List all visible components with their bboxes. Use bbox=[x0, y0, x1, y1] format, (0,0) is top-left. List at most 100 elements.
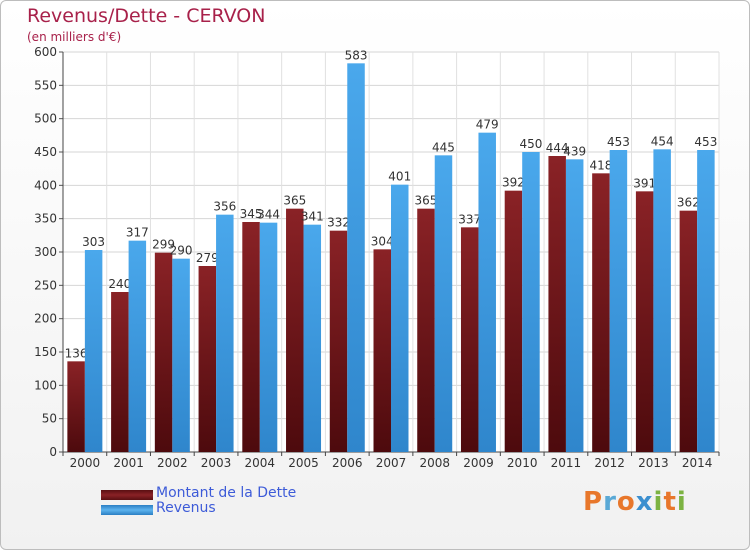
data-label-revenus: 439 bbox=[563, 144, 586, 158]
logo-letter: o bbox=[616, 487, 636, 517]
bar-revenus bbox=[522, 152, 540, 452]
bar-revenus bbox=[697, 150, 715, 452]
data-label-dette: 299 bbox=[152, 238, 175, 252]
y-tick-label: 50 bbox=[42, 412, 57, 426]
logo-letter: P bbox=[583, 487, 604, 517]
y-tick-label: 200 bbox=[34, 312, 57, 326]
bar-dette bbox=[635, 191, 654, 453]
bar-revenus bbox=[128, 240, 147, 452]
chart-title: Revenus/Dette - CERVON bbox=[27, 5, 266, 27]
bar-revenus bbox=[172, 258, 190, 452]
bar-dette bbox=[154, 252, 173, 452]
data-label-dette: 332 bbox=[327, 216, 350, 230]
logo-letter: t bbox=[663, 487, 677, 517]
bar-dette bbox=[67, 361, 85, 452]
legend-swatch-revenus bbox=[101, 505, 153, 515]
bar-dette bbox=[592, 173, 610, 453]
data-label-revenus: 356 bbox=[213, 200, 236, 214]
x-tick-label: 2004 bbox=[245, 456, 276, 470]
y-tick-label: 0 bbox=[49, 445, 57, 459]
data-label-revenus: 453 bbox=[694, 135, 717, 149]
y-tick-label: 350 bbox=[34, 212, 57, 226]
data-label-dette: 337 bbox=[458, 212, 481, 226]
data-label-revenus: 303 bbox=[82, 235, 105, 249]
data-label-dette: 392 bbox=[502, 176, 525, 190]
data-label-revenus: 341 bbox=[301, 210, 324, 224]
y-tick-label: 150 bbox=[34, 345, 57, 359]
data-label-dette: 345 bbox=[240, 207, 263, 221]
chart-subtitle: (en milliers d'€) bbox=[27, 30, 122, 44]
data-label-revenus: 583 bbox=[345, 48, 368, 62]
data-label-dette: 304 bbox=[371, 234, 394, 248]
data-label-dette: 444 bbox=[546, 141, 569, 155]
bar-dette bbox=[198, 266, 217, 452]
data-label-revenus: 401 bbox=[388, 170, 411, 184]
x-tick-label: 2002 bbox=[157, 456, 188, 470]
data-label-revenus: 479 bbox=[476, 118, 499, 132]
bar-dette bbox=[548, 156, 566, 452]
x-tick-label: 2007 bbox=[376, 456, 407, 470]
bar-revenus bbox=[609, 150, 628, 452]
bar-revenus bbox=[653, 149, 671, 453]
logo-letter: i bbox=[653, 487, 664, 517]
bar-revenus bbox=[565, 159, 584, 453]
bar-dette bbox=[329, 230, 348, 452]
x-tick-label: 2012 bbox=[594, 456, 625, 470]
bar-dette bbox=[504, 190, 523, 452]
logo-letter: x bbox=[635, 487, 654, 517]
data-label-dette: 365 bbox=[415, 194, 438, 208]
data-label-dette: 136 bbox=[65, 346, 88, 360]
y-tick-label: 550 bbox=[34, 78, 57, 92]
y-tick-label: 250 bbox=[34, 278, 57, 292]
bar-revenus bbox=[478, 132, 496, 452]
bar-dette bbox=[373, 249, 391, 452]
data-label-revenus: 453 bbox=[607, 135, 630, 149]
y-tick-label: 100 bbox=[34, 378, 57, 392]
bar-dette bbox=[417, 208, 435, 452]
bar-dette bbox=[111, 292, 129, 452]
logo-letter: i bbox=[676, 487, 687, 517]
x-tick-label: 2014 bbox=[682, 456, 713, 470]
data-label-revenus: 445 bbox=[432, 140, 455, 154]
data-label-dette: 365 bbox=[283, 194, 306, 208]
bar-dette bbox=[679, 210, 698, 452]
data-label-dette: 391 bbox=[633, 176, 656, 190]
x-tick-label: 2013 bbox=[638, 456, 669, 470]
data-label-revenus: 290 bbox=[170, 244, 193, 258]
legend-label-dette: Montant de la Dette bbox=[156, 485, 297, 501]
data-label-revenus: 450 bbox=[519, 137, 542, 151]
proxiti-logo: Proxiti bbox=[583, 487, 687, 517]
bar-revenus bbox=[434, 155, 453, 453]
y-tick-label: 600 bbox=[34, 45, 57, 59]
y-tick-label: 300 bbox=[34, 245, 57, 259]
data-label-dette: 362 bbox=[677, 196, 700, 210]
data-label-dette: 418 bbox=[589, 158, 612, 172]
bar-revenus bbox=[303, 224, 322, 452]
x-tick-label: 2009 bbox=[463, 456, 494, 470]
bar-dette bbox=[460, 227, 479, 452]
data-label-revenus: 344 bbox=[257, 208, 280, 222]
bar-dette bbox=[242, 222, 260, 452]
bar-revenus bbox=[216, 214, 234, 452]
bar-dette bbox=[286, 208, 304, 452]
legend-swatch-dette bbox=[101, 490, 153, 500]
y-tick-label: 500 bbox=[34, 112, 57, 126]
x-tick-label: 2003 bbox=[201, 456, 232, 470]
data-label-dette: 279 bbox=[196, 251, 219, 265]
x-tick-label: 2010 bbox=[507, 456, 538, 470]
bar-revenus bbox=[259, 222, 278, 452]
data-label-revenus: 317 bbox=[126, 226, 149, 240]
x-tick-label: 2011 bbox=[551, 456, 582, 470]
x-tick-label: 2001 bbox=[113, 456, 144, 470]
x-tick-label: 2005 bbox=[288, 456, 319, 470]
x-tick-label: 2000 bbox=[70, 456, 101, 470]
logo-letter: r bbox=[603, 487, 617, 517]
bar-revenus bbox=[391, 184, 409, 452]
bar-revenus bbox=[347, 63, 365, 452]
y-tick-label: 400 bbox=[34, 178, 57, 192]
legend-label-revenus: Revenus bbox=[156, 500, 216, 516]
x-tick-label: 2006 bbox=[332, 456, 363, 470]
data-label-revenus: 454 bbox=[651, 134, 674, 148]
